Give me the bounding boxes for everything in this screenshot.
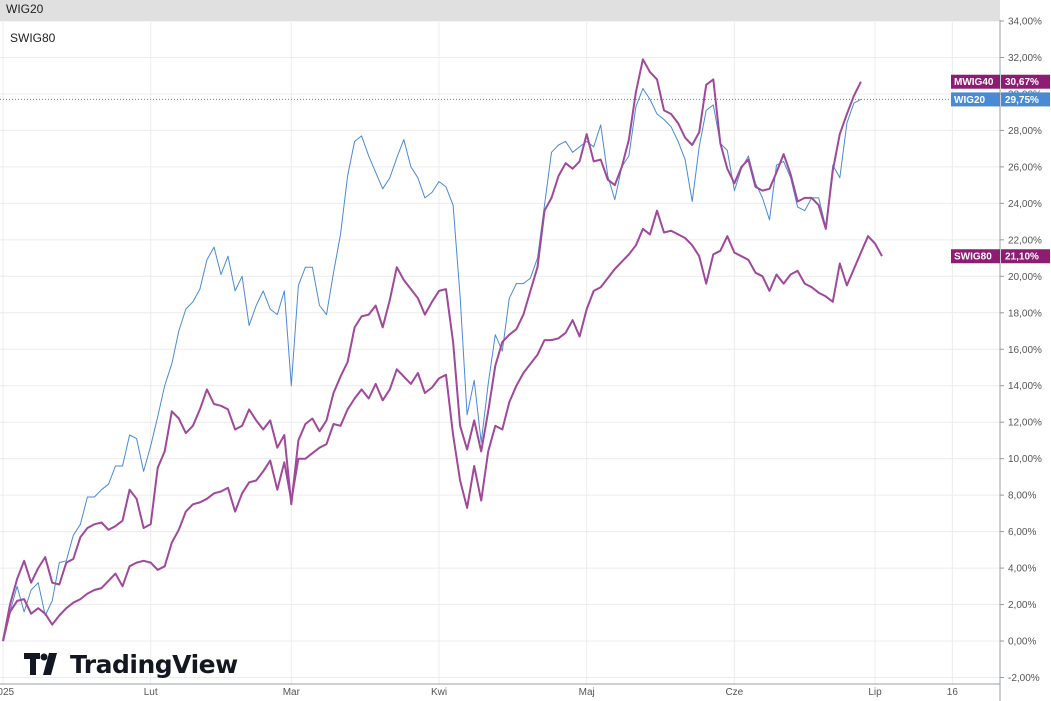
y-tick-label: 28,00% [1008, 126, 1042, 137]
y-tick-label: 12,00% [1008, 418, 1042, 429]
tradingview-logo-icon [24, 653, 57, 675]
series-tag-value-mwig40 [1001, 74, 1050, 89]
y-tick-label: 22,00% [1008, 235, 1042, 246]
tradingview-logo[interactable]: TradingView [24, 647, 238, 681]
series-tag-name-swig80 [951, 249, 1000, 264]
series-tag-name-wig20 [951, 92, 1000, 107]
y-tick-label: 32,00% [1008, 53, 1042, 64]
x-tick-label: Lut [144, 687, 158, 698]
y-tick-label: 10,00% [1008, 454, 1042, 465]
y-tick-label: 14,00% [1008, 381, 1042, 392]
series-line-swig80 [2, 209, 883, 642]
tradingview-logo-text: TradingView [70, 649, 238, 679]
series-label-wig20: WIG20 [6, 2, 44, 16]
series-tag-value-text-wig20: 29,75% [1005, 95, 1039, 106]
series-tag-name-text-mwig40: MWIG40 [954, 77, 994, 88]
series-line-wig20 [2, 88, 862, 642]
y-tick-label: 20,00% [1008, 272, 1042, 283]
y-tick-label: 18,00% [1008, 308, 1042, 319]
series-tag-value-wig20 [1001, 92, 1050, 107]
x-tick-label: Kwi [431, 687, 447, 698]
series-tag-name-text-swig80: SWIG80 [954, 252, 992, 263]
y-tick-label: 6,00% [1008, 527, 1036, 538]
series-tag-name-mwig40 [951, 74, 1000, 89]
x-tick-label: Cze [725, 687, 743, 698]
y-tick-label: 2,00% [1008, 600, 1036, 611]
y-tick-label: 34,00% [1008, 17, 1042, 28]
series-label-swig80: SWIG80 [10, 31, 56, 45]
y-tick-label: 24,00% [1008, 199, 1042, 210]
x-tick-label: 2025 [0, 687, 15, 698]
x-tick-label: Mar [283, 687, 301, 698]
y-tick-label: 4,00% [1008, 564, 1036, 575]
x-tick-label: Maj [579, 687, 595, 698]
series-tag-value-text-mwig40: 30,67% [1005, 77, 1039, 88]
y-tick-label: 16,00% [1008, 345, 1042, 356]
x-tick-label: Lip [868, 687, 882, 698]
y-tick-label: 8,00% [1008, 491, 1036, 502]
y-tick-label: 0,00% [1008, 637, 1036, 648]
series-tag-value-swig80 [1001, 249, 1050, 264]
y-tick-label: -2,00% [1008, 673, 1040, 684]
series-line-mwig40 [2, 58, 862, 642]
series-tag-name-text-wig20: WIG20 [954, 95, 986, 106]
x-tick-label: 16 [947, 687, 959, 698]
series-tag-value-text-swig80: 21,10% [1005, 252, 1039, 263]
y-tick-label: 26,00% [1008, 162, 1042, 173]
